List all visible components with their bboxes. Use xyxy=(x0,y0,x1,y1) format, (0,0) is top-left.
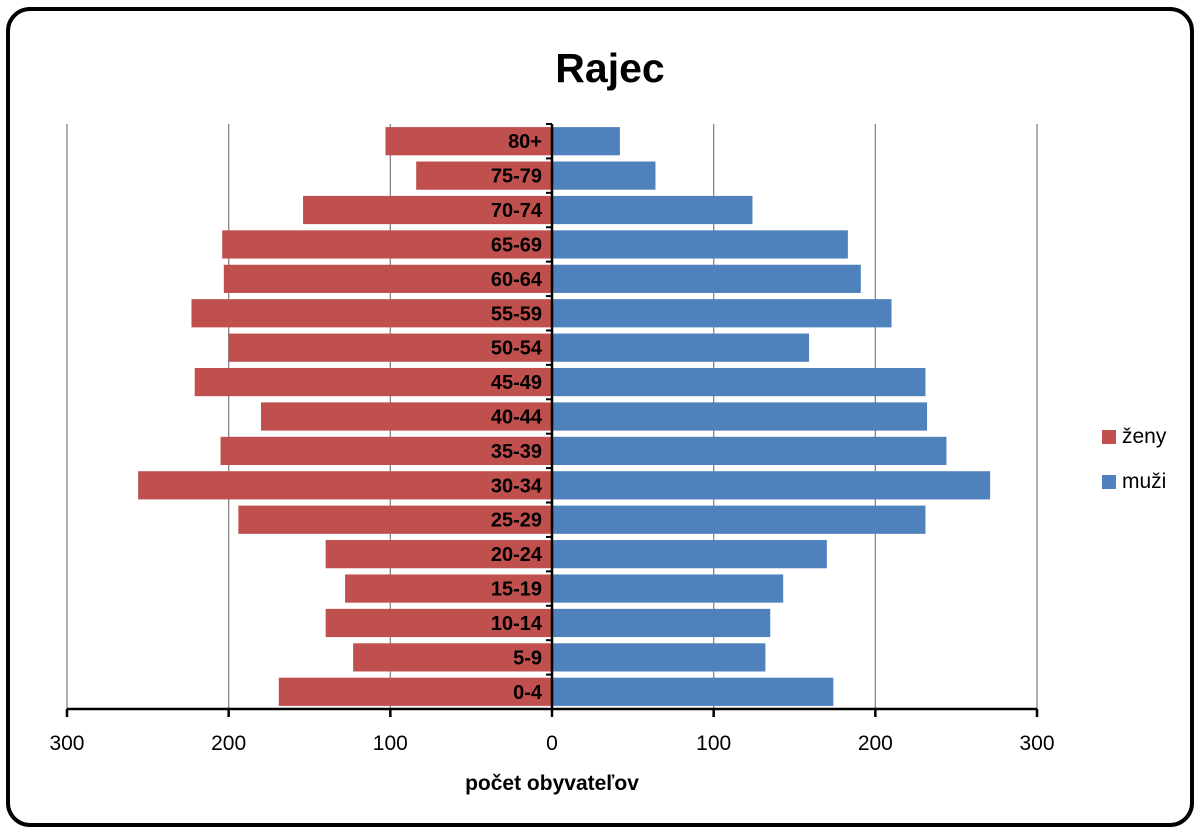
bar-muzi-55-59 xyxy=(552,299,892,328)
category-label: 65-69 xyxy=(491,234,542,256)
category-label: 25-29 xyxy=(491,510,542,532)
chart-title: Rajec xyxy=(555,45,664,91)
category-label: 60-64 xyxy=(491,269,543,291)
category-label: 75-79 xyxy=(491,166,542,188)
x-tick-label: 200 xyxy=(858,732,893,755)
bar-zeny-45-49 xyxy=(194,367,553,397)
bar-muzi-50-54 xyxy=(552,333,810,362)
bar-muzi-30-34 xyxy=(552,471,991,500)
category-label: 15-19 xyxy=(491,579,542,601)
category-label: 40-44 xyxy=(491,407,543,429)
bar-muzi-75-79 xyxy=(552,161,656,190)
bar-zeny-75-79 xyxy=(416,161,552,190)
x-tick-label: 200 xyxy=(211,732,246,755)
bar-muzi-20-24 xyxy=(552,540,827,569)
bar-muzi-80+ xyxy=(552,127,620,156)
category-label: 55-59 xyxy=(491,303,542,325)
bar-zeny-60-64 xyxy=(223,264,552,293)
category-label: 30-34 xyxy=(491,475,543,497)
axes xyxy=(65,123,1039,717)
category-label: 0-4 xyxy=(513,682,543,704)
bar-muzi-25-29 xyxy=(552,505,926,534)
bar-muzi-45-49 xyxy=(552,367,926,397)
x-tick-labels: 300 200 100 0 100 200 300 xyxy=(49,732,1054,755)
bar-zeny-15-19 xyxy=(345,574,552,603)
category-labels: 0-4 5-9 10-14 15-19 20-24 25-29 30-34 35-39 40-4… xyxy=(491,131,543,704)
bar-zeny-35-39 xyxy=(220,436,552,466)
bar-zeny-5-9 xyxy=(353,643,552,672)
legend-swatch xyxy=(1102,475,1116,489)
bar-zeny-10-14 xyxy=(325,608,552,638)
bar-muzi-15-19 xyxy=(552,574,784,603)
bar-muzi-40-44 xyxy=(552,402,928,431)
bar-muzi-35-39 xyxy=(552,436,947,466)
category-label: 35-39 xyxy=(491,441,542,463)
category-label: 80+ xyxy=(508,131,542,153)
bar-muzi-0-4 xyxy=(552,677,834,706)
bar-zeny-30-34 xyxy=(138,471,552,500)
x-tick-label: 100 xyxy=(696,732,731,755)
x-tick-label: 300 xyxy=(1019,732,1054,755)
bar-zeny-40-44 xyxy=(260,402,552,431)
category-label: 20-24 xyxy=(491,544,543,566)
bar-zeny-25-29 xyxy=(238,505,552,534)
legend: ženy muži xyxy=(1102,425,1167,493)
bar-muzi-5-9 xyxy=(552,643,766,672)
category-label: 45-49 xyxy=(491,372,542,394)
x-tick-label: 0 xyxy=(546,732,558,755)
bar-muzi-60-64 xyxy=(552,264,861,293)
legend-label: ženy xyxy=(1122,425,1167,448)
bar-zeny-80+ xyxy=(385,127,552,156)
bar-muzi-10-14 xyxy=(552,608,771,638)
bar-muzi-65-69 xyxy=(552,230,848,259)
bar-zeny-65-69 xyxy=(222,230,552,259)
x-tick-label: 100 xyxy=(373,732,408,755)
bar-muzi-70-74 xyxy=(552,195,753,225)
category-label: 5-9 xyxy=(513,647,542,669)
bar-zeny-55-59 xyxy=(191,299,553,328)
x-tick-label: 300 xyxy=(49,732,84,755)
x-axis-label: počet obyvateľov xyxy=(465,772,639,795)
bar-zeny-0-4 xyxy=(278,677,552,706)
category-label: 10-14 xyxy=(491,613,543,635)
legend-swatch xyxy=(1102,430,1116,444)
category-label: 50-54 xyxy=(491,338,543,360)
bar-zeny-50-54 xyxy=(228,333,552,362)
bar-zeny-70-74 xyxy=(303,195,552,225)
category-label: 70-74 xyxy=(491,200,543,222)
legend-label: muži xyxy=(1122,470,1166,493)
bar-zeny-20-24 xyxy=(325,540,552,569)
bars xyxy=(138,127,991,706)
